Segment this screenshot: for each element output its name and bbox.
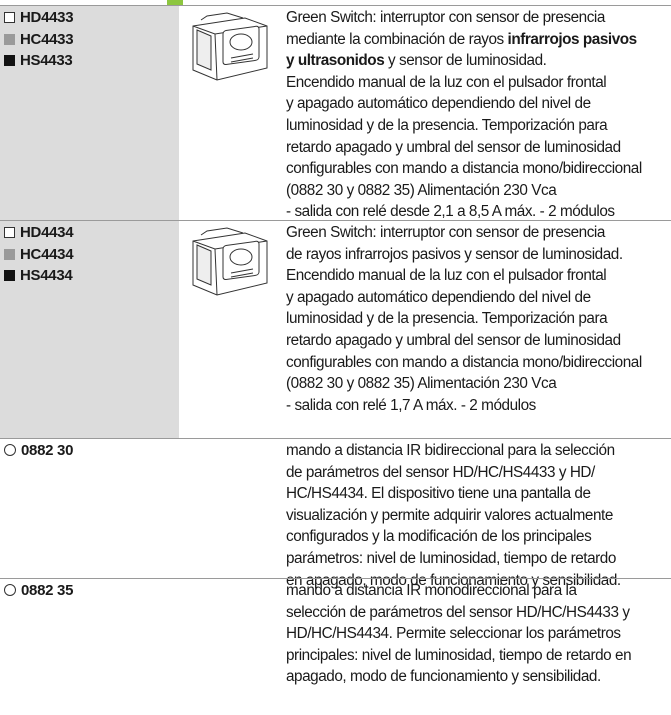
- description-line: y apagado automático dependiendo del niv…: [286, 288, 591, 306]
- description-line: de parámetros del sensor HD/HC/HS4433 y …: [286, 463, 595, 481]
- description-line: HD/HC/HS4434. Permite seleccionar los pa…: [286, 625, 621, 643]
- product-row: HD4433 HC4433 HS4433 Green Switch: interru…: [0, 5, 671, 220]
- description: mando a distancia IR monodireccional par…: [286, 580, 670, 688]
- product-code: HC4434: [4, 244, 74, 266]
- product-code: 0882 30: [4, 440, 73, 462]
- description-line: mediante la combinación de rayos infrarr…: [286, 29, 670, 51]
- finish-swatch: [4, 55, 15, 67]
- code-text: HC4434: [20, 245, 74, 263]
- description-line: visualización y permite adquirir valores…: [286, 506, 613, 524]
- product-code: HS4434: [4, 265, 73, 287]
- bold-text: infrarrojos pasivos: [507, 30, 638, 48]
- description-line: Encendido manual de la luz con el pulsad…: [286, 267, 607, 285]
- product-code: HC4433: [4, 29, 74, 51]
- description-line: de rayos infrarrojos pasivos y sensor de…: [286, 245, 623, 263]
- finish-swatch: [4, 248, 15, 260]
- description-line: en apagado, modo de funcionamiento y sen…: [286, 571, 621, 589]
- product-code: HD4434: [4, 222, 74, 244]
- description-line: - salida con relé desde 2,1 a 8,5 A máx.…: [286, 203, 615, 221]
- description-line: y ultrasonidos y sensor de luminosidad.: [286, 50, 670, 72]
- description-line: - salida con relé 1,7 A máx. - 2 módulos: [286, 396, 536, 414]
- description-line: retardo apagado y umbral del sensor de l…: [286, 138, 621, 156]
- device-illustration: [192, 227, 268, 296]
- description: Green Switch: interruptor con sensor de …: [286, 222, 670, 416]
- code-cell: 0882 30: [0, 439, 179, 578]
- description-line: y apagado automático dependiendo del niv…: [286, 95, 591, 113]
- code-text: 0882 30: [21, 442, 74, 459]
- description-line: mando a distancia IR monodireccional par…: [286, 582, 577, 599]
- description-line: parámetros: nivel de luminosidad, tiempo…: [286, 549, 616, 567]
- finish-swatch: [4, 270, 15, 282]
- product-row: 0882 35 mando a distancia IR monodireccio…: [0, 578, 671, 715]
- description-line: configurables con mando a distancia mono…: [286, 160, 642, 178]
- description-line: principales: nivel de luminosidad, tiemp…: [286, 646, 632, 664]
- description-line: luminosidad y de la presencia. Temporiza…: [286, 310, 608, 328]
- code-text: HC4433: [20, 30, 74, 48]
- description-line: retardo apagado y umbral del sensor de l…: [286, 331, 621, 349]
- code-text: HD4434: [20, 224, 74, 241]
- description-line: Encendido manual de la luz con el pulsad…: [286, 73, 607, 91]
- description-line: (0882 30 y 0882 35) Alimentación 230 Vca: [286, 375, 557, 393]
- code-cell: HD4434 HC4434 HS4434: [0, 221, 179, 438]
- code-cell: HD4433 HC4433 HS4433: [0, 6, 179, 220]
- finish-swatch: [4, 33, 15, 45]
- description-line: configurados y la modificación de los pr…: [286, 528, 592, 546]
- description: Green Switch: interruptor con sensor de …: [286, 7, 670, 223]
- code-text: HD4433: [20, 9, 74, 26]
- description: mando a distancia IR bidireccional para …: [286, 440, 670, 591]
- product-code: HS4433: [4, 50, 73, 72]
- product-code: HD4433: [4, 7, 74, 29]
- text: mediante la combinación de rayos: [286, 30, 508, 48]
- product-code: 0882 35: [4, 580, 73, 602]
- description-line: Green Switch: interruptor con sensor de …: [286, 224, 605, 241]
- finish-swatch: [4, 584, 16, 596]
- description-line: (0882 30 y 0882 35) Alimentación 230 Vca: [286, 181, 557, 199]
- code-text: HS4433: [20, 52, 73, 70]
- finish-swatch: [4, 227, 15, 238]
- code-text: 0882 35: [21, 582, 74, 599]
- code-cell: 0882 35: [0, 579, 179, 715]
- description-line: selección de parámetros del sensor HD/HC…: [286, 603, 630, 621]
- description-line: configurables con mando a distancia mono…: [286, 353, 642, 371]
- finish-swatch: [4, 12, 15, 23]
- description-line: HC/HS4434. El dispositivo tiene una pant…: [286, 485, 591, 503]
- description-line: luminosidad y de la presencia. Temporiza…: [286, 116, 608, 134]
- code-text: HS4434: [20, 267, 73, 285]
- section-tab: [167, 0, 183, 5]
- product-row: 0882 30 mando a distancia IR bidirecciona…: [0, 438, 671, 589]
- description-line: Green Switch: interruptor con sensor de …: [286, 9, 605, 26]
- device-illustration: [192, 12, 268, 81]
- product-row: HD4434 HC4434 HS4434 Green Switch: interru…: [0, 220, 671, 438]
- text: y sensor de luminosidad.: [384, 52, 547, 70]
- bold-text: y ultrasonidos: [286, 52, 385, 70]
- finish-swatch: [4, 444, 16, 456]
- description-line: mando a distancia IR bidireccional para …: [286, 442, 615, 459]
- description-line: apagado, modo de funcionamiento y sensib…: [286, 668, 601, 686]
